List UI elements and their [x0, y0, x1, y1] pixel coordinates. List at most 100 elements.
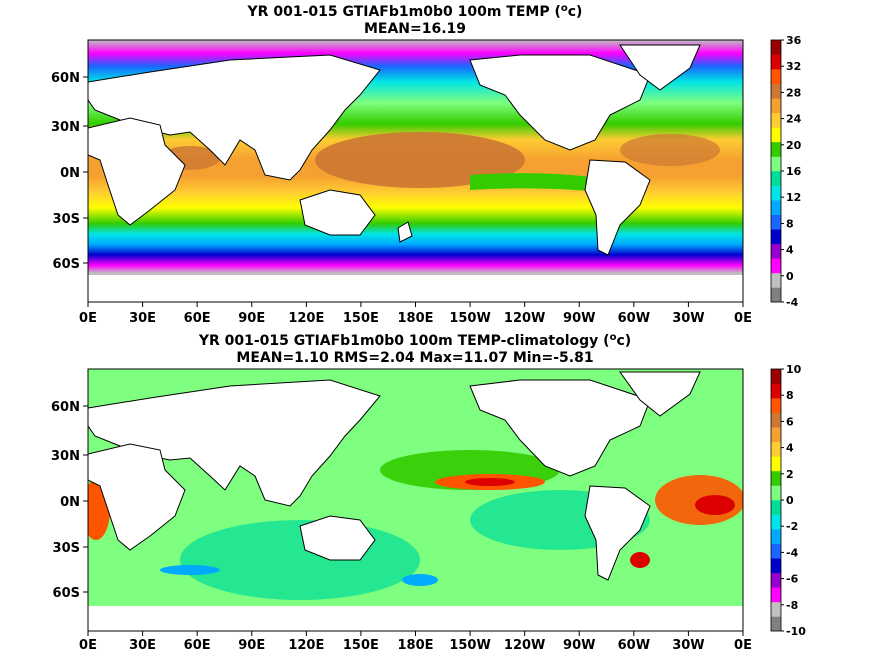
colorbar-tick-label: -8 [786, 599, 798, 612]
lat-tick-label: 60S [53, 257, 80, 272]
lon-tick-label: 30W [672, 638, 704, 653]
colorbar-swatch [771, 258, 781, 274]
colorbar-swatch [771, 543, 781, 559]
lon-tick-label: 30E [129, 638, 156, 653]
lon-tick-label: 30W [672, 311, 704, 326]
colorbar-tick-label: 0 [786, 270, 794, 283]
colorbar-swatch [771, 456, 781, 472]
antarctica-bottom [88, 606, 743, 631]
colorbar-tick-label: -2 [786, 520, 798, 533]
colorbar-swatch [771, 243, 781, 259]
colorbar-tick-label: 8 [786, 217, 794, 230]
colorbar-swatch [771, 200, 781, 215]
panel-bottom-title: YR 001-015 GTIAFb1m0b0 100m TEMP-climato… [198, 332, 631, 349]
panel-bottom: YR 001-015 GTIAFb1m0b0 100m TEMP-climato… [51, 332, 806, 653]
colorbar-tick-label: 24 [786, 113, 802, 126]
lon-tick-label: 60E [184, 311, 211, 326]
colorbar-swatch [771, 214, 781, 230]
colorbar-swatch [771, 398, 781, 413]
lon-tick-label: 90E [238, 638, 265, 653]
lat-tick-label: 0N [60, 495, 80, 510]
colorbar-swatch [771, 427, 781, 443]
colorbar-swatch [771, 383, 781, 399]
colorbar-tick-label: 4 [786, 244, 794, 257]
lon-tick-label: 90W [563, 638, 595, 653]
lon-tick-label: 60E [184, 638, 211, 653]
colorbar-tick-label: -10 [786, 625, 806, 638]
lon-ticks-top: 0E 30E 60E 90E 120E 150E 180E 150W 120W 90W 60W 30W… [79, 302, 752, 326]
anomaly-cold-band [160, 565, 220, 575]
colorbar-swatch [771, 601, 781, 617]
lat-tick-label: 0N [60, 166, 80, 181]
colorbar-swatch [771, 441, 781, 457]
colorbar-tick-label: 32 [786, 60, 801, 73]
lon-tick-label: 0E [79, 311, 97, 326]
panel-top-subtitle: MEAN=16.19 [364, 21, 466, 37]
lon-tick-label: 0E [79, 638, 97, 653]
lon-tick-label: 150E [343, 311, 379, 326]
colorbar-swatch [771, 83, 781, 99]
lon-tick-label: 120E [288, 311, 324, 326]
colorbar-swatch [771, 412, 781, 428]
panel-top: YR 001-015 GTIAFb1m0b0 100m TEMP (oc) ME… [51, 3, 802, 326]
colorbar-tick-label: 8 [786, 389, 794, 402]
lat-tick-label: 60N [51, 71, 80, 86]
colorbar-swatch [771, 514, 781, 530]
panel-bottom-subtitle: MEAN=1.10 RMS=2.04 Max=11.07 Min=-5.81 [236, 350, 593, 366]
colorbar-swatch [771, 587, 781, 603]
colorbar-top: 36 32 28 24 20 16 12 8 4 0 -4 [770, 34, 802, 309]
anomaly-core-pacific [465, 478, 515, 486]
colorbar-swatch [771, 156, 781, 172]
colorbar-swatch [771, 529, 781, 544]
colorbar-tick-label: 36 [786, 34, 802, 47]
colorbar-tick-label: -4 [786, 296, 799, 309]
lat-ticks-top: 60N 30N 0N 30S 60S [51, 71, 88, 272]
lat-tick-label: 30N [51, 120, 80, 135]
colorbar-swatch [771, 287, 781, 303]
colorbar-swatch [771, 500, 781, 515]
lat-tick-label: 60N [51, 400, 80, 415]
colorbar-swatch [771, 98, 781, 114]
colorbar-tick-label: 16 [786, 165, 802, 178]
colorbar-tick-label: 28 [786, 86, 801, 99]
colorbar-swatch [771, 470, 781, 486]
lon-ticks-bottom: 0E 30E 60E 90E 120E 150E 180E 150W 120W 90W 60W 30W… [79, 631, 752, 653]
lon-tick-label: 150E [343, 638, 379, 653]
lon-tick-label: 60W [618, 311, 650, 326]
map-bottom [88, 369, 743, 631]
colorbar-swatch [771, 572, 781, 588]
cold-tongue [470, 173, 600, 192]
antarctica [88, 275, 743, 302]
lon-tick-label: 150W [449, 311, 490, 326]
colorbar-tick-label: 12 [786, 191, 801, 204]
lon-tick-label: 30E [129, 311, 156, 326]
colorbar-tick-label: -4 [786, 546, 799, 559]
anomaly-core-atlantic [695, 495, 735, 515]
colorbar-swatch [771, 272, 781, 288]
lat-tick-label: 30S [53, 212, 80, 227]
colorbar-swatch [771, 127, 781, 143]
continents [88, 44, 701, 256]
colorbar-swatch [771, 229, 781, 245]
lat-tick-label: 30N [51, 449, 80, 464]
lat-ticks-bottom: 60N 30N 0N 30S 60S [51, 400, 88, 601]
lon-tick-label: 180E [397, 311, 433, 326]
colorbar-swatch [771, 171, 781, 186]
colorbar-swatch [771, 69, 781, 84]
lon-tick-label: 120E [288, 638, 324, 653]
panel-top-title: YR 001-015 GTIAFb1m0b0 100m TEMP (oc) [247, 3, 583, 20]
lat-tick-label: 30S [53, 541, 80, 556]
lon-tick-label: 150W [449, 638, 490, 653]
warm-patch-atlantic [620, 134, 720, 166]
continents-bottom [88, 371, 701, 581]
colorbar-swatch [771, 141, 781, 157]
lon-tick-label: 90W [563, 311, 595, 326]
colorbar-tick-label: 4 [786, 442, 794, 455]
colorbar-tick-label: 6 [786, 415, 794, 428]
lon-tick-label: 120W [504, 638, 545, 653]
colorbar-bottom: 10 8 6 4 2 0 -2 -4 -6 -8 -10 [770, 363, 806, 638]
warm-pool [315, 132, 525, 188]
colorbar-tick-label: -6 [786, 573, 799, 586]
colorbar-swatch [771, 112, 781, 128]
